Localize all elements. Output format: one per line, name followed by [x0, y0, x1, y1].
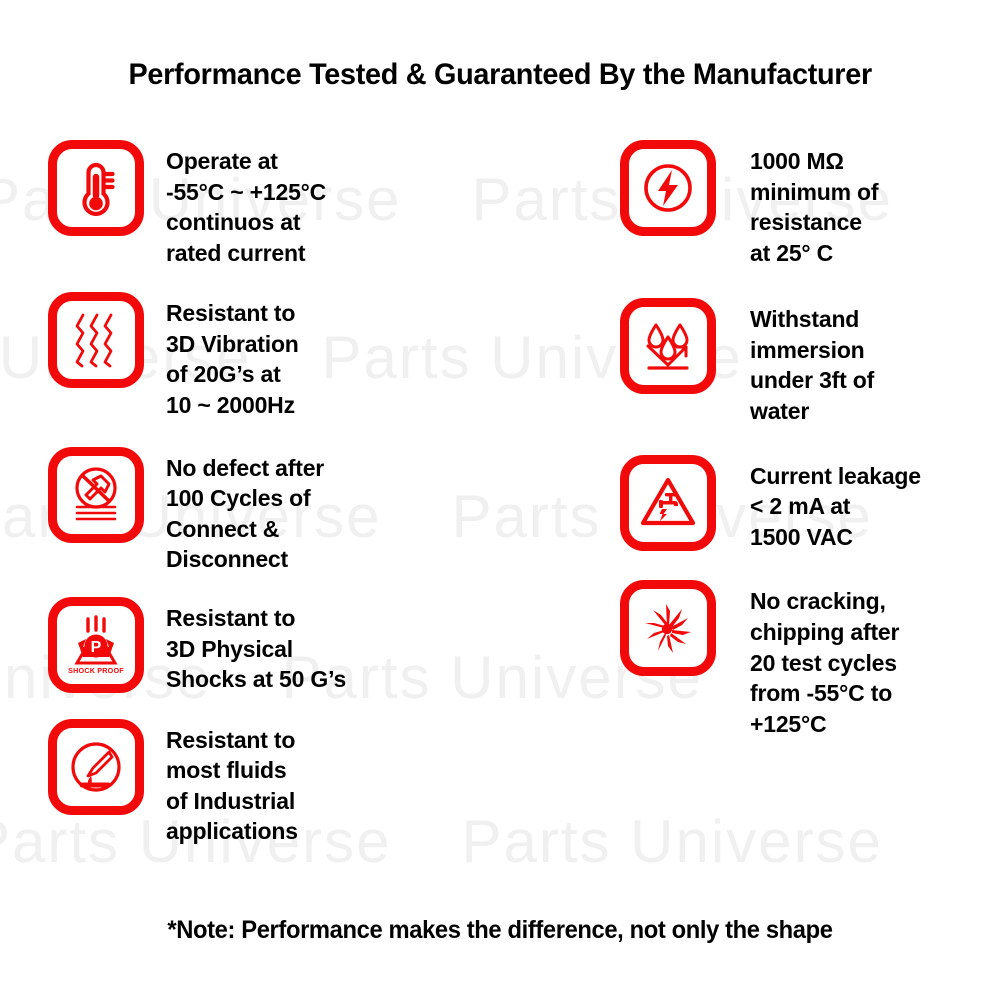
feature-item: Operate at -55°C ~ +125°C continuos at r… — [48, 140, 518, 268]
page-title: Performance Tested & Guaranteed By the M… — [128, 58, 872, 91]
feature-item: P SHOCK PROOF Resistant to 3D Physical S… — [48, 596, 518, 695]
feature-text: Current leakage < 2 mA at 1500 VAC — [750, 462, 921, 550]
feature-text: Resistant to 3D Vibration of 20G’s at 10… — [166, 300, 299, 419]
feature-text: No cracking, chipping after 20 test cycl… — [750, 588, 900, 737]
water-immersion-icon — [620, 298, 716, 395]
feature-text: Withstand immersion under 3ft of water — [750, 306, 875, 425]
no-hammer-impact-icon — [48, 446, 144, 543]
feature-item: Resistant to 3D Vibration of 20G’s at 10… — [48, 292, 518, 420]
feature-item: No defect after 100 Cycles of Connect & … — [48, 446, 518, 575]
feature-item: 1000 MΩ minimum of resistance at 25° C — [620, 140, 1000, 268]
vibration-waves-icon — [48, 292, 144, 389]
feature-item: Withstand immersion under 3ft of water — [620, 298, 1000, 426]
feature-text: 1000 MΩ minimum of resistance at 25° C — [750, 148, 879, 266]
crack-shatter-icon — [620, 580, 716, 677]
shock-proof-icon: P SHOCK PROOF — [48, 596, 144, 693]
shock-proof-letter: P — [91, 639, 102, 656]
feature-text: No defect after 100 Cycles of Connect & … — [166, 454, 325, 573]
lightning-bolt-icon — [620, 140, 716, 236]
title-bar: Performance Tested & Guaranteed By the M… — [0, 58, 1000, 92]
feature-text: Resistant to most fluids of Industrial a… — [166, 726, 298, 845]
feature-item: Resistant to most fluids of Industrial a… — [48, 718, 518, 847]
footer-note: *Note: Performance makes the difference,… — [167, 916, 833, 944]
feature-column-left: Operate at -55°C ~ +125°C continuos at r… — [48, 140, 518, 861]
feature-column-right: 1000 MΩ minimum of resistance at 25° C W… — [612, 140, 1000, 753]
electrical-leakage-warning-icon — [620, 454, 716, 551]
shock-proof-label: SHOCK PROOF — [68, 666, 124, 675]
feature-text: Resistant to 3D Physical Shocks at 50 G’… — [166, 604, 347, 693]
thermometer-icon — [48, 140, 144, 236]
feature-item: Current leakage < 2 mA at 1500 VAC — [620, 454, 1000, 553]
feature-item: No cracking, chipping after 20 test cycl… — [620, 580, 1000, 739]
chemical-fluid-resistance-icon — [48, 718, 144, 815]
feature-text: Operate at -55°C ~ +125°C continuos at r… — [166, 148, 327, 266]
